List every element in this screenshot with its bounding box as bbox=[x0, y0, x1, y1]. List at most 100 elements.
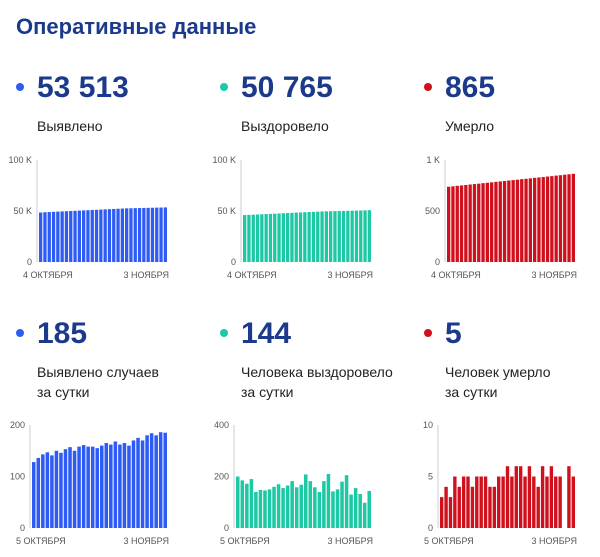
bar bbox=[149, 433, 154, 528]
bar bbox=[481, 183, 485, 262]
bar bbox=[86, 446, 90, 528]
bar bbox=[127, 445, 131, 528]
bar bbox=[324, 211, 328, 262]
bar bbox=[54, 450, 59, 528]
bar bbox=[502, 181, 507, 262]
bar bbox=[107, 209, 112, 262]
bar bbox=[545, 176, 550, 262]
stat-label-line: Человек умерло bbox=[445, 364, 551, 380]
bar bbox=[333, 211, 337, 262]
bar bbox=[518, 466, 523, 528]
bar bbox=[294, 212, 298, 262]
bar bbox=[472, 184, 477, 262]
bar bbox=[457, 486, 461, 528]
bar bbox=[118, 444, 122, 528]
bar bbox=[99, 209, 103, 262]
bar bbox=[260, 214, 264, 262]
bar bbox=[140, 440, 145, 528]
bar bbox=[251, 214, 255, 262]
bar bbox=[490, 182, 494, 262]
bar bbox=[475, 476, 479, 528]
stat-label-line: Человека выздоровело bbox=[241, 364, 393, 380]
x-tick-label-start: 5 ОКТЯБРЯ bbox=[220, 536, 270, 546]
bar bbox=[335, 489, 340, 529]
bar bbox=[498, 181, 502, 262]
bar bbox=[39, 212, 43, 262]
bar bbox=[567, 466, 571, 528]
bar bbox=[468, 184, 472, 262]
bar bbox=[464, 184, 468, 262]
bar bbox=[455, 185, 459, 262]
bar bbox=[163, 432, 167, 528]
bar bbox=[511, 180, 515, 262]
bar bbox=[77, 210, 81, 262]
bar bbox=[125, 208, 129, 262]
bar bbox=[571, 476, 575, 528]
bar bbox=[299, 484, 303, 528]
bar bbox=[440, 497, 444, 528]
bar bbox=[515, 179, 520, 262]
bullet-dot-icon bbox=[220, 329, 228, 337]
bar bbox=[541, 177, 545, 262]
bullet-dot-icon bbox=[424, 329, 432, 337]
stat-label: Человек умерло за сутки bbox=[445, 362, 600, 402]
x-tick-label-end: 3 НОЯБРЯ bbox=[327, 270, 373, 280]
bar bbox=[77, 446, 81, 528]
bar bbox=[142, 207, 146, 262]
stat-label-line: Выявлено bbox=[37, 118, 103, 134]
bar bbox=[236, 476, 240, 528]
bar bbox=[43, 212, 47, 262]
bar bbox=[103, 209, 107, 262]
bar bbox=[163, 207, 167, 262]
bar bbox=[501, 476, 505, 528]
bar bbox=[86, 210, 90, 262]
bullet-dot-icon bbox=[424, 83, 432, 91]
bar bbox=[477, 183, 481, 262]
bar bbox=[554, 476, 558, 528]
stat-label-line: за сутки bbox=[241, 384, 294, 400]
bar bbox=[341, 210, 346, 262]
bar bbox=[90, 446, 95, 528]
panel-detected: 53 513 Выявлено bbox=[16, 70, 206, 280]
bar bbox=[520, 179, 524, 262]
bar bbox=[567, 174, 571, 262]
x-tick-label-end: 3 НОЯБРЯ bbox=[531, 270, 577, 280]
bar bbox=[466, 476, 470, 528]
bar bbox=[122, 443, 127, 528]
bar bbox=[448, 497, 453, 528]
chart-died: 1 K 500 0 4 ОКТЯБРЯ 3 НОЯБРЯ bbox=[425, 155, 577, 280]
bar bbox=[524, 178, 528, 262]
bar bbox=[346, 210, 350, 262]
panel-recovered: 50 765 Выздоровело bbox=[220, 70, 410, 280]
bar bbox=[514, 466, 518, 528]
bar bbox=[532, 476, 536, 528]
bar bbox=[349, 494, 353, 528]
bar bbox=[461, 476, 466, 528]
y-tick-label: 1 K bbox=[426, 155, 440, 165]
x-tick-label-end: 3 НОЯБРЯ bbox=[123, 270, 169, 280]
bar bbox=[158, 432, 163, 528]
bar bbox=[316, 211, 320, 262]
stat-value: 144 bbox=[241, 317, 292, 350]
page-title: Оперативные данные bbox=[16, 14, 257, 39]
bar bbox=[281, 488, 285, 528]
bar bbox=[459, 185, 464, 262]
bar bbox=[154, 435, 158, 528]
bar bbox=[90, 209, 94, 262]
bar bbox=[47, 212, 51, 262]
bar bbox=[131, 440, 136, 528]
stat-label: Выявлено bbox=[37, 116, 212, 136]
bar bbox=[32, 462, 36, 528]
bar bbox=[63, 449, 68, 528]
bar bbox=[41, 454, 45, 528]
bar bbox=[249, 479, 254, 528]
bar bbox=[104, 443, 109, 528]
bar bbox=[447, 186, 451, 262]
bar bbox=[492, 486, 497, 528]
bar bbox=[267, 489, 272, 529]
bar bbox=[268, 213, 273, 262]
bar bbox=[359, 210, 363, 262]
bullet-dot-icon bbox=[16, 83, 24, 91]
bar bbox=[344, 475, 349, 528]
panel-recovered-daily: 144 Человека выздоровело за сутки bbox=[220, 316, 410, 546]
